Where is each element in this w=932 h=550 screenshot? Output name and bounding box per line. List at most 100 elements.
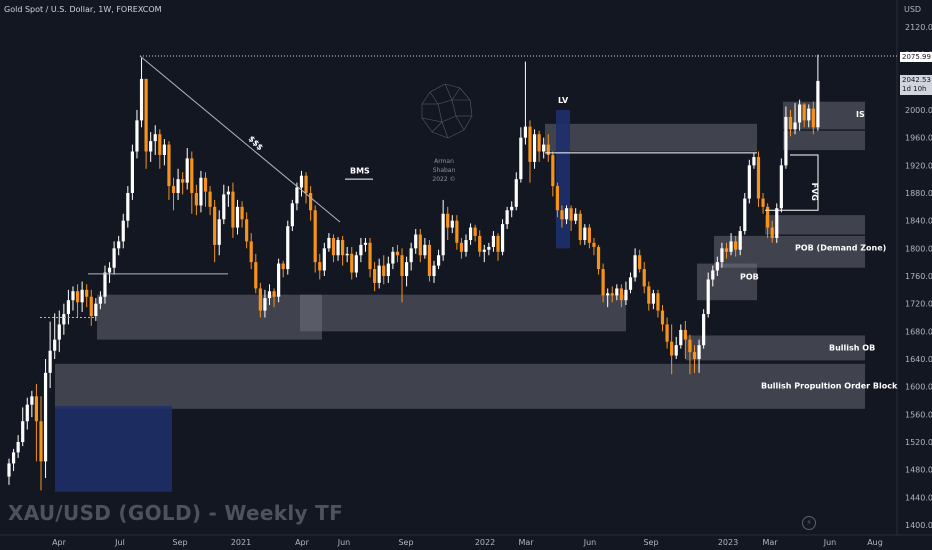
candle-body [464, 240, 468, 252]
candle-body [779, 165, 783, 209]
candle-body [414, 234, 418, 249]
candle-body [21, 421, 25, 442]
candle-body [208, 191, 212, 207]
candle-body [606, 293, 610, 296]
candle-body [747, 165, 751, 199]
candle-body [368, 242, 372, 270]
brain-logo-line [469, 99, 473, 117]
candle-body [322, 248, 326, 271]
bullish-ob-zone [686, 335, 865, 361]
fvg-label: FVG [810, 183, 819, 201]
lv-supply-zone [545, 123, 757, 152]
candle-body [194, 193, 198, 206]
candle-body [345, 253, 349, 256]
brand-name: Arman Shaban [432, 158, 456, 174]
brain-logo-line [421, 91, 431, 105]
y-tick-label: 1680.00 [905, 327, 932, 336]
y-tick-label: 1560.00 [905, 410, 932, 419]
candle-body [126, 193, 130, 221]
x-tick-label: 2022 [475, 538, 495, 547]
pob-demand-zone-label: POB (Demand Zone) [795, 243, 886, 252]
brain-logo-line [455, 115, 465, 131]
candle-body [441, 213, 445, 256]
candle-body [149, 141, 153, 152]
candle-body [258, 288, 262, 311]
candle-body [482, 249, 486, 252]
candle-body [619, 288, 623, 301]
candle-body [153, 134, 157, 142]
candle-body [692, 352, 697, 359]
y-tick-label: 1960.00 [905, 134, 932, 143]
candle-body [103, 272, 107, 297]
candle-body [313, 210, 317, 263]
candle-body [245, 219, 249, 242]
candle-body [217, 219, 221, 245]
candle-body [679, 329, 683, 346]
candle-body [523, 126, 528, 138]
candle-body [295, 187, 299, 204]
candle-body [409, 248, 413, 263]
candle-body [770, 227, 774, 238]
candle-body [468, 227, 473, 241]
candle-body [697, 345, 701, 359]
candle-body [254, 262, 258, 289]
x-tick-label: Sep [172, 538, 187, 547]
candle-body [98, 296, 102, 304]
candle-body [62, 314, 66, 325]
candle-body [729, 241, 733, 252]
candle-body [674, 345, 678, 356]
candle-body [706, 279, 710, 315]
candle-body [277, 263, 281, 297]
candle-body [350, 253, 354, 273]
x-tick-label: Aug [867, 538, 883, 547]
brain-logo-watermark [421, 83, 473, 139]
candle-body [190, 158, 194, 193]
candle-body [601, 269, 605, 296]
upper-demand-zone [765, 215, 865, 235]
x-tick-label: Jun [337, 538, 351, 547]
y-tick-label: 1760.00 [905, 272, 932, 281]
candle-body [25, 404, 29, 422]
candle-body [491, 235, 496, 247]
current-price: 2042.53 [902, 76, 931, 84]
is-zone [783, 101, 865, 130]
candle-body [436, 255, 441, 266]
candle-body [592, 242, 596, 247]
candle-body [496, 235, 500, 252]
candle-body [231, 191, 235, 228]
candle-body [743, 198, 747, 232]
candle-body [267, 291, 272, 299]
tradingview-logo-icon[interactable]: ⚡ [802, 516, 816, 530]
candle-body [139, 78, 144, 121]
candle-body [555, 186, 559, 211]
candle-body [373, 269, 377, 283]
current-price-tag: 2042.53 1d 10h [900, 75, 932, 95]
candle-body [331, 237, 336, 256]
candle-body [395, 251, 400, 256]
candle-body [500, 224, 505, 252]
x-tick-label: Sep [643, 538, 658, 547]
candle-body [121, 220, 125, 242]
brain-logo-line [444, 83, 461, 89]
x-tick-label: 2023 [718, 538, 738, 547]
y-tick-label: 1480.00 [905, 466, 932, 475]
candle-body [359, 244, 363, 256]
candle-body [702, 314, 706, 346]
candle-body [647, 286, 651, 304]
candle-body [564, 208, 569, 220]
candle-body [404, 262, 409, 276]
candle-body [628, 277, 633, 290]
candle-body [807, 108, 811, 121]
candle-body [610, 293, 614, 296]
candle-body [738, 231, 742, 250]
candle-body [336, 240, 340, 256]
candle-body [528, 126, 532, 162]
candle-body [272, 291, 276, 297]
candle-body [711, 270, 715, 280]
candle-body [459, 242, 464, 252]
brain-logo-line [459, 87, 471, 101]
candle-body [532, 134, 537, 162]
blue-liquidity-zone [55, 406, 172, 492]
